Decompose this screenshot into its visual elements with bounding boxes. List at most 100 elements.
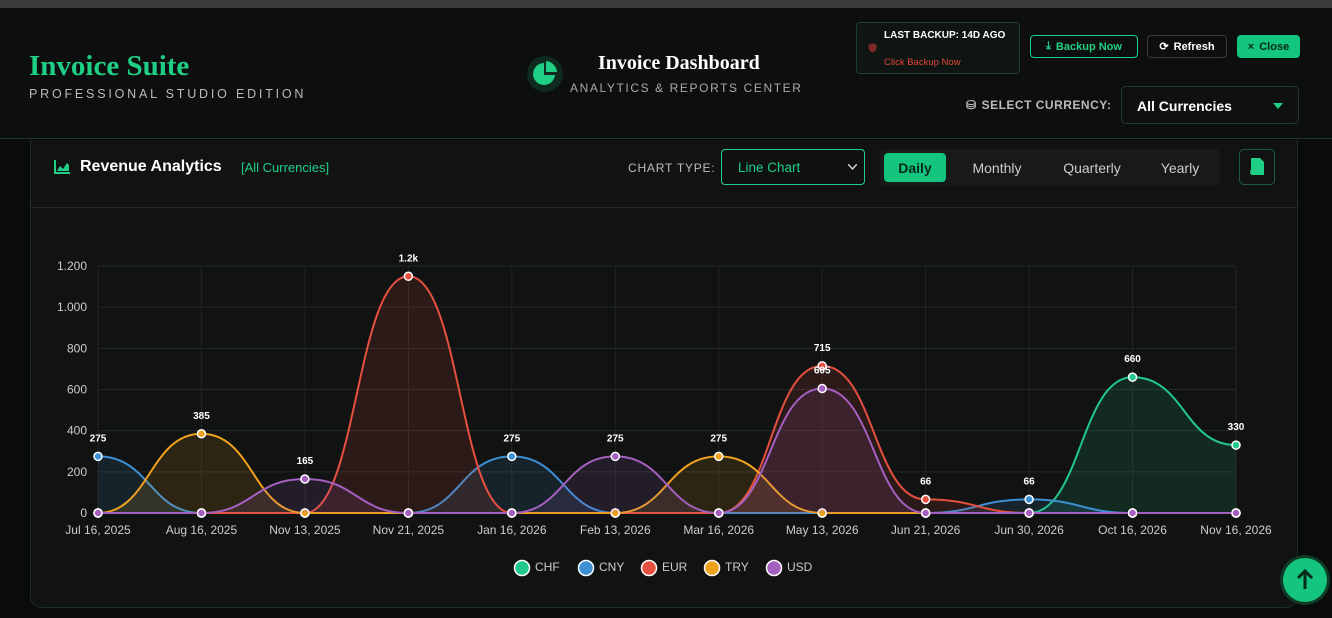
data-point [300,474,310,484]
y-tick-label: 200 [67,465,87,479]
legend-label: USD [787,560,813,574]
y-tick-label: 1.200 [57,259,87,273]
pdf-label: PDF [1250,170,1260,176]
data-point [1127,508,1138,518]
refresh-button[interactable]: ⟳ Refresh [1147,35,1227,58]
x-tick-label: Jun 21, 2026 [891,523,961,537]
data-label: 385 [193,411,210,422]
chart-type-value: Line Chart [738,160,801,175]
data-label: 275 [607,433,624,444]
header [0,8,1332,139]
legend-item[interactable]: EUR [640,559,688,577]
x-tick-label: Jul 16, 2025 [65,523,131,537]
data-point [713,451,724,462]
series-area [98,377,1236,513]
pie-icon [527,56,563,92]
x-tick-label: Jan 16, 2026 [477,523,547,537]
chart-type-select[interactable]: Line Chart [721,149,865,185]
data-point [817,383,827,394]
x-tick-label: Aug 16, 2025 [166,523,238,537]
legend-swatch [577,559,595,577]
data-point [920,508,931,518]
period-tab[interactable]: Daily [884,153,946,182]
data-point [817,361,827,371]
dashboard-title: Invoice Dashboard [598,52,760,74]
x-tick-label: Oct 16, 2026 [1098,523,1167,537]
currency-tag: [All Currencies] [241,160,330,175]
data-label: 66 [920,476,932,487]
legend-label: EUR [662,560,688,574]
data-point [93,451,103,462]
x-tick-label: Nov 13, 2025 [269,523,341,537]
data-point [713,508,724,518]
series-line [98,275,1236,514]
button-label: Backup Now [1055,40,1122,53]
y-tick-label: 1.000 [57,300,87,314]
button-label: Close [1259,40,1290,53]
legend-swatch [703,559,721,577]
data-point [1024,508,1034,518]
panel [30,140,1298,608]
data-label: 1.2k [399,253,419,264]
backup-status[interactable]: LAST BACKUP: 14D AGO Click Backup Now [856,22,1020,74]
data-point [817,508,827,518]
data-label: 275 [710,433,727,444]
close-button[interactable]: × Close [1237,35,1300,58]
y-tick-label: 800 [67,341,87,355]
data-point [507,508,517,518]
period-tabs: Daily Monthly Quarterly Yearly [880,149,1220,186]
x-tick-label: Nov 16, 2026 [1200,523,1272,537]
panel-title: Revenue Analytics [80,158,222,175]
data-label: 715 [814,343,831,354]
series-area [98,276,1236,513]
series-area [98,388,1236,513]
chevron [1273,103,1283,109]
scroll-top-button[interactable] [1283,558,1327,602]
legend-item[interactable]: TRY [703,559,749,577]
legend-label: TRY [725,560,749,574]
brand-subtitle: PROFESSIONAL STUDIO EDITION [29,87,307,101]
currency-label-text: SELECT CURRENCY: [981,98,1112,112]
data-point [300,508,310,518]
data-label: 165 [297,456,314,467]
pdf-button[interactable]: PDF [1239,149,1275,185]
data-label: 660 [1124,354,1141,365]
brand-title: Invoice Suite [29,50,190,82]
period-tab[interactable]: Yearly [1160,159,1200,176]
x-tick-label: Nov 21, 2025 [373,523,445,537]
shield-icon [868,43,877,53]
panel-header [30,140,1298,208]
y-tick-label: 600 [67,383,87,397]
legend-item[interactable]: CNY [577,559,625,577]
button-label: Refresh [1173,40,1215,53]
currency-select[interactable]: All Currencies [1121,86,1299,124]
y-tick-label: 400 [67,424,87,438]
legend-item[interactable]: USD [765,559,813,577]
legend-item[interactable]: CHF [513,559,560,577]
chart-icon [54,160,70,174]
data-point [196,508,207,518]
data-label: 66 [1024,476,1036,487]
legend-swatch [640,559,658,577]
data-point [1231,508,1241,518]
currency-label: ⛁ SELECT CURRENCY: [966,98,1112,112]
backup-hint: Click Backup Now [884,57,961,68]
currency-value: All Currencies [1137,98,1232,114]
period-tab[interactable]: Monthly [972,159,1022,176]
data-label: 275 [90,433,107,444]
x-tick-label: Feb 13, 2026 [580,523,651,537]
data-point [920,494,931,505]
series-area [98,433,1236,513]
data-point [610,451,621,462]
backup-button[interactable]: ⤓ Backup Now [1030,35,1138,58]
chart-type-label: CHART TYPE: [628,161,716,175]
legend-label: CNY [599,560,624,574]
legend-swatch [765,559,783,577]
y-tick-label: 0 [80,506,87,520]
data-point [403,508,414,518]
period-tab[interactable]: Quarterly [1063,159,1121,176]
data-point [507,451,517,462]
data-point [196,429,207,439]
